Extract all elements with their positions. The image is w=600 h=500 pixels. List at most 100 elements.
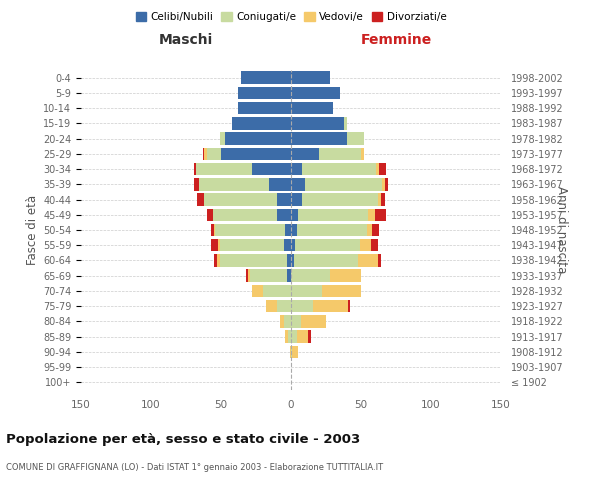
Bar [367, 224, 372, 236]
Bar [296, 224, 367, 236]
Bar [220, 239, 284, 252]
Bar [288, 330, 291, 343]
Bar [322, 284, 361, 297]
Bar [291, 194, 302, 206]
Bar [196, 163, 252, 175]
Text: Femmine: Femmine [361, 34, 431, 48]
Bar [291, 254, 294, 266]
Y-axis label: Anni di nascita: Anni di nascita [555, 186, 568, 274]
Bar [298, 208, 368, 221]
Bar [252, 163, 291, 175]
Bar [292, 346, 298, 358]
Bar [308, 330, 311, 343]
Bar [238, 86, 291, 99]
Legend: Celibi/Nubili, Coniugati/e, Vedovi/e, Divorziati/e: Celibi/Nubili, Coniugati/e, Vedovi/e, Di… [131, 8, 451, 26]
Bar [313, 300, 349, 312]
Bar [291, 346, 292, 358]
Bar [238, 102, 291, 115]
Bar [241, 72, 291, 84]
Bar [291, 148, 319, 160]
Bar [302, 194, 378, 206]
Bar [286, 330, 288, 343]
Bar [358, 254, 378, 266]
Bar [291, 224, 296, 236]
Bar [204, 194, 277, 206]
Bar [291, 178, 305, 190]
Bar [295, 239, 359, 252]
Bar [347, 132, 364, 145]
Bar [294, 254, 358, 266]
Bar [277, 194, 291, 206]
Bar [266, 300, 277, 312]
Bar [291, 315, 301, 328]
Bar [214, 254, 217, 266]
Bar [290, 346, 291, 358]
Bar [382, 178, 385, 190]
Bar [302, 163, 376, 175]
Bar [344, 117, 347, 130]
Bar [215, 224, 286, 236]
Bar [385, 178, 388, 190]
Bar [368, 208, 375, 221]
Bar [252, 284, 263, 297]
Bar [378, 194, 380, 206]
Bar [371, 239, 378, 252]
Bar [301, 315, 326, 328]
Bar [203, 148, 204, 160]
Bar [319, 148, 361, 160]
Bar [280, 315, 284, 328]
Bar [194, 178, 199, 190]
Bar [284, 315, 291, 328]
Bar [291, 284, 322, 297]
Bar [207, 148, 221, 160]
Bar [376, 163, 379, 175]
Text: COMUNE DI GRAFFIGNANA (LO) - Dati ISTAT 1° gennaio 2003 - Elaborazione TUTTITALI: COMUNE DI GRAFFIGNANA (LO) - Dati ISTAT … [6, 462, 383, 471]
Bar [372, 224, 379, 236]
Bar [277, 300, 291, 312]
Bar [220, 254, 287, 266]
Bar [204, 148, 207, 160]
Bar [269, 178, 291, 190]
Text: Maschi: Maschi [159, 34, 213, 48]
Bar [246, 270, 248, 282]
Bar [291, 208, 298, 221]
Bar [291, 72, 330, 84]
Bar [211, 239, 218, 252]
Bar [296, 330, 308, 343]
Bar [284, 239, 291, 252]
Bar [197, 194, 204, 206]
Bar [199, 178, 269, 190]
Bar [248, 270, 250, 282]
Bar [291, 300, 313, 312]
Bar [291, 102, 333, 115]
Bar [291, 117, 344, 130]
Bar [217, 254, 220, 266]
Bar [225, 132, 291, 145]
Bar [263, 284, 291, 297]
Bar [287, 254, 291, 266]
Bar [286, 224, 291, 236]
Bar [349, 300, 350, 312]
Bar [218, 239, 220, 252]
Bar [220, 132, 225, 145]
Bar [378, 254, 380, 266]
Bar [221, 148, 291, 160]
Bar [291, 86, 340, 99]
Bar [291, 270, 330, 282]
Bar [291, 132, 347, 145]
Bar [291, 163, 302, 175]
Bar [359, 239, 371, 252]
Bar [375, 208, 386, 221]
Text: Popolazione per età, sesso e stato civile - 2003: Popolazione per età, sesso e stato civil… [6, 432, 360, 446]
Bar [291, 330, 296, 343]
Bar [212, 208, 277, 221]
Bar [287, 270, 291, 282]
Bar [305, 178, 382, 190]
Bar [250, 270, 287, 282]
Bar [291, 239, 295, 252]
Bar [277, 208, 291, 221]
Bar [207, 208, 212, 221]
Bar [379, 163, 386, 175]
Bar [194, 163, 196, 175]
Bar [380, 194, 385, 206]
